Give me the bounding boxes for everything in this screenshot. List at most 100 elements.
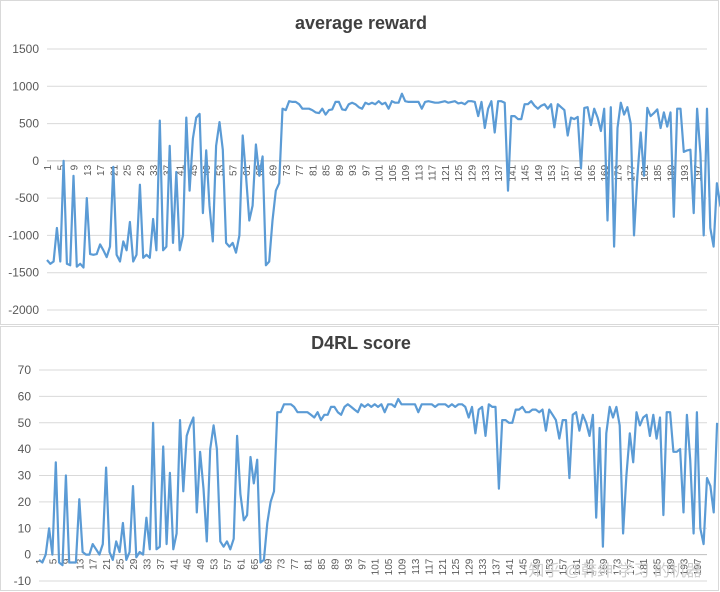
average-reward-x-tick-label: 185 [653, 164, 664, 181]
d4rl-score-x-tick-label: 161 [572, 558, 583, 575]
d4rl-score-x-tick-label: 61 [236, 558, 247, 570]
average-reward-x-tick-label: 9 [70, 164, 81, 170]
d4rl-score-x-tick-label: 17 [89, 558, 100, 570]
d4rl-score-x-tick-label: 53 [210, 558, 221, 570]
d4rl-score-x-tick-label: 181 [639, 558, 650, 575]
average-reward-x-tick-label: 17 [96, 164, 107, 176]
average-reward-x-tick-label: 93 [348, 164, 359, 176]
average-reward-x-tick-label: 137 [494, 164, 505, 181]
average-reward-x-tick-label: 161 [574, 164, 585, 181]
d4rl-score-x-tick-label: 193 [680, 558, 691, 575]
average-reward-x-tick-label: 165 [587, 164, 598, 181]
d4rl-score-x-tick-label: 93 [344, 558, 355, 570]
d4rl-score-x-tick-label: 45 [183, 558, 194, 570]
d4rl-score-x-tick-label: 173 [612, 558, 623, 575]
average-reward-x-tick-label: 129 [468, 164, 479, 181]
d4rl-score-x-tick-label: 133 [478, 558, 489, 575]
average-reward-x-tick-label: 1 [43, 164, 54, 170]
average-reward-x-tick-label: 145 [521, 164, 532, 181]
average-reward-x-tick-label: 77 [295, 164, 306, 176]
average-reward-x-tick-label: 25 [123, 164, 134, 176]
d4rl-score-x-tick-label: 137 [492, 558, 503, 575]
average-reward-x-tick-label: 193 [680, 164, 691, 181]
d4rl-score-x-tick-label: 101 [371, 558, 382, 575]
d4rl-score-line [38, 397, 719, 567]
average-reward-y-tick-label: 500 [19, 117, 39, 131]
average-reward-x-tick-label: 125 [454, 164, 465, 181]
d4rl-score-x-tick-label: 117 [424, 558, 435, 574]
average-reward-x-tick-label: 21 [109, 164, 120, 176]
average-reward-x-tick-label: 41 [176, 164, 187, 176]
d4rl-score-x-tick-label: 145 [518, 558, 529, 575]
d4rl-score-x-tick-label: 29 [129, 558, 140, 570]
d4rl-score-x-tick-label: 169 [599, 558, 610, 575]
watermark: 知乎 @韩绅 学习 的机器 [528, 563, 702, 580]
average-reward-x-tick-label: 69 [269, 164, 280, 176]
d4rl-score-y-tick-label: 20 [18, 495, 32, 509]
d4rl-score-x-tick-label: 121 [438, 558, 449, 575]
average-reward-y-tick-label: -2000 [8, 303, 39, 317]
average-reward-x-tick-label: 53 [215, 164, 226, 176]
d4rl-score-x-tick-label: 89 [330, 558, 341, 570]
d4rl-score-x-tick-label: 25 [116, 558, 127, 570]
average-reward-x-tick-label: 101 [375, 164, 386, 181]
d4rl-score-x-tick-label: 33 [142, 558, 153, 570]
average-reward-y-tick-label: -1500 [8, 266, 39, 280]
d4rl-score-x-tick-label: 13 [75, 558, 86, 570]
average-reward-x-tick-label: 109 [401, 164, 412, 181]
d4rl-score-y-tick-label: 50 [18, 416, 32, 430]
d4rl-score-x-tick-label: 5 [48, 558, 59, 564]
average-reward-x-tick-label: 173 [613, 164, 624, 181]
d4rl-score-y-tick-label: 0 [24, 548, 31, 562]
d4rl-score-x-tick-label: 73 [277, 558, 288, 570]
d4rl-score-x-tick-label: 113 [411, 558, 422, 574]
average-reward-panel: average reward -2000 -1500 -1000 -500 0 500 10… [0, 0, 720, 325]
d4rl-score-x-tick-label: 37 [156, 558, 167, 570]
d4rl-score-x-tick-label: 129 [465, 558, 476, 575]
d4rl-score-x-tick-label: 165 [586, 558, 597, 575]
average-reward-chart: average reward -2000 -1500 -1000 -500 0 500 10… [8, 13, 720, 317]
average-reward-x-tick-label: 97 [361, 164, 372, 176]
average-reward-x-tick-label: 181 [640, 164, 651, 181]
d4rl-score-y-tick-label: -10 [14, 574, 32, 588]
average-reward-x-tick-label: 89 [335, 164, 346, 176]
d4rl-score-x-tick-label: 197 [693, 558, 704, 575]
d4rl-score-y-tick-label: 40 [18, 442, 32, 456]
d4rl-score-x-tick-label: 109 [398, 558, 409, 575]
average-reward-x-tick-label: 85 [322, 164, 333, 176]
average-reward-x-tick-label: 13 [83, 164, 94, 176]
d4rl-score-x-tick-label: 141 [505, 558, 516, 575]
average-reward-x-tick-label: 45 [189, 164, 200, 176]
average-reward-y-tick-label: 1500 [12, 42, 39, 56]
average-reward-y-tick-label: -1000 [8, 228, 39, 242]
average-reward-x-tick-label: 153 [547, 164, 558, 181]
d4rl-score-x-tick-label: 57 [223, 558, 234, 570]
d4rl-score-x-tick-label: 49 [196, 558, 207, 570]
d4rl-score-y-tick-label: 10 [18, 521, 32, 535]
d4rl-score-y-tick-label: 70 [18, 363, 32, 377]
d4rl-score-panel: D4RL score -10 0 10 20 30 40 50 60 70 1 5 9 13 17 21 2… [0, 326, 719, 591]
average-reward-x-tick-label: 73 [282, 164, 293, 176]
average-reward-line [46, 92, 720, 269]
d4rl-score-x-tick-label: 41 [169, 558, 180, 570]
average-reward-x-tick-label: 121 [441, 164, 452, 181]
d4rl-score-x-tick-label: 65 [250, 558, 261, 570]
d4rl-score-x-tick-label: 69 [263, 558, 274, 570]
average-reward-y-tick-label: -500 [15, 191, 39, 205]
d4rl-score-x-tick-label: 149 [532, 558, 543, 575]
d4rl-score-x-tick-label: 85 [317, 558, 328, 570]
d4rl-score-x-tick-label: 177 [626, 558, 637, 575]
d4rl-score-x-tick-label: 77 [290, 558, 301, 570]
average-reward-x-tick-label: 149 [534, 164, 545, 181]
d4rl-score-x-tick-label: 157 [559, 558, 570, 575]
average-reward-x-tick-label: 133 [481, 164, 492, 181]
average-reward-x-tick-label: 57 [229, 164, 240, 176]
average-reward-y-tick-label: 1000 [12, 79, 39, 93]
d4rl-score-y-tick-label: 30 [18, 469, 32, 483]
average-reward-x-tick-label: 157 [560, 164, 571, 181]
d4rl-score-x-tick-label: 21 [102, 558, 113, 570]
average-reward-x-tick-label: 105 [388, 164, 399, 181]
average-reward-x-tick-label: 117 [428, 164, 439, 180]
average-reward-title: average reward [295, 13, 427, 33]
